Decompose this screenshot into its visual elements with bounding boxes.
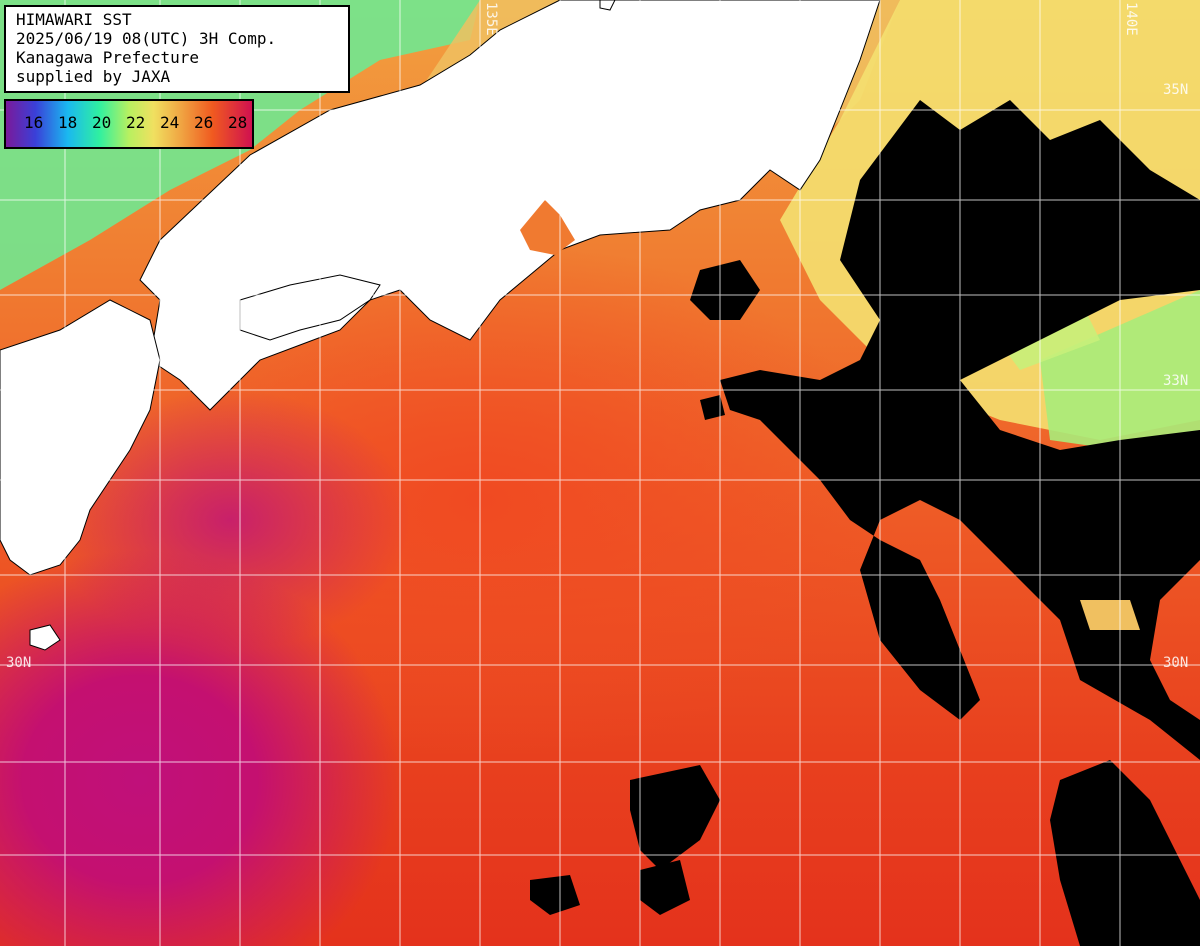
map-title: HIMAWARI SST	[16, 10, 132, 29]
lat-label-30n-left: 30N	[6, 655, 32, 671]
lon-label-140e: 140E	[1123, 2, 1139, 36]
scale-labels: 16 18 20 22 24 26 28	[24, 113, 262, 132]
cloud-small-1	[700, 395, 725, 420]
land-shikoku	[239, 274, 381, 341]
land-kii	[520, 200, 575, 255]
lat-label-35n: 35N	[1163, 82, 1189, 98]
lat-label-33n: 33N	[1163, 373, 1189, 389]
land-island-1	[29, 624, 61, 651]
scale-label: 16	[24, 113, 44, 132]
cloud-south-2	[640, 860, 690, 915]
cloud-patch-mid	[690, 260, 760, 320]
land-kyushu	[0, 299, 161, 576]
map-credit: supplied by JAXA	[16, 67, 171, 86]
cloud-small-2	[1080, 600, 1140, 630]
scale-label: 26	[194, 113, 214, 132]
cloud-east-lower	[1050, 760, 1200, 946]
lon-label-135e: 135E	[483, 2, 499, 36]
cloud-south-3	[530, 875, 580, 915]
lat-label-30n-right: 30N	[1163, 655, 1189, 671]
scale-label: 28	[228, 113, 248, 132]
scale-label: 22	[126, 113, 146, 132]
map-datetime: 2025/06/19 08(UTC) 3H Comp.	[16, 29, 277, 48]
scale-label: 20	[92, 113, 112, 132]
map-region: Kanagawa Prefecture	[16, 48, 200, 67]
scale-label: 24	[160, 113, 180, 132]
land-island-2	[599, 0, 616, 11]
land-group	[0, 0, 881, 651]
scale-label: 18	[58, 113, 78, 132]
header-box: HIMAWARI SST 2025/06/19 08(UTC) 3H Comp.…	[4, 5, 350, 93]
color-scale: 16 18 20 22 24 26 28	[4, 99, 254, 149]
cloud-south-1	[630, 765, 720, 870]
